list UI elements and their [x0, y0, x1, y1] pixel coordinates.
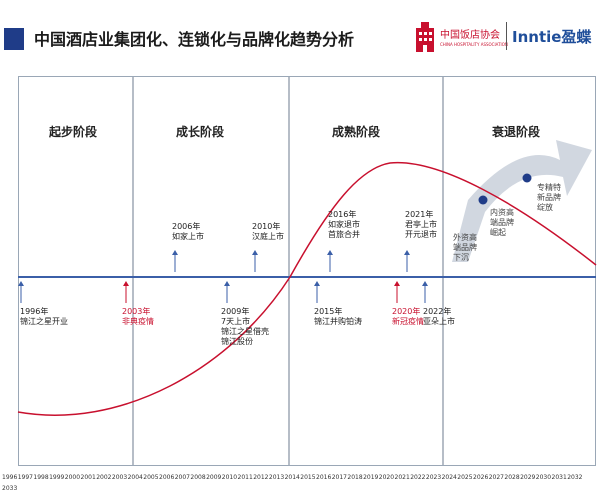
year-tick-label: 2022 [410, 474, 426, 481]
event-2016: 2016年 如家退市 首旅合并 [328, 210, 360, 239]
year-tick-label: 2024 [441, 474, 457, 481]
logo-association-subtitle: CHINA HOSPITALITY ASSOCIATION [440, 42, 508, 47]
year-tick-label: 2000 [64, 474, 81, 481]
stage-label-growth: 成长阶段 [176, 125, 225, 139]
page-title: 中国酒店业集团化、连锁化与品牌化趋势分析 [34, 30, 355, 49]
event-2020: 2020年 新冠疫情 [392, 307, 424, 326]
year-tick-label: 2032 [567, 474, 583, 481]
decline-dot-2 [522, 173, 532, 183]
inntie-logo: Inntie盈蝶 [512, 28, 592, 46]
logo-association-name: 中国饭店协会 [440, 30, 500, 41]
header-accent-bar [4, 28, 24, 50]
decline-label-specialized-brands: 专精特 新品牌 绽放 [537, 183, 561, 212]
year-tick-label: 2021 [394, 474, 410, 481]
year-tick-label: 2030 [535, 474, 552, 481]
year-tick-label: 2004 [127, 474, 143, 481]
year-tick-label: 2023 [425, 474, 442, 481]
year-tick-label: 2013 [268, 474, 285, 481]
year-tick-label: 2005 [143, 474, 159, 481]
year-tick-label: 2016 [316, 474, 332, 481]
year-tick-label: 2027 [488, 474, 504, 481]
year-tick-label: 2033 [2, 485, 18, 492]
stage-label-decline: 衰退阶段 [492, 125, 541, 139]
event-2003: 2003年 非典疫情 [122, 307, 154, 326]
decline-label-foreign-highend: 外资高 端品牌 下沉 [453, 233, 477, 262]
decline-trend-arrow [452, 140, 592, 262]
building-icon [416, 22, 434, 52]
event-2006: 2006年 如家上市 [172, 222, 204, 241]
year-tick-label: 2017 [331, 474, 347, 481]
event-markers [18, 250, 428, 303]
decline-dot-1 [478, 195, 488, 205]
event-2009: 2009年 7天上市 锦江之星借壳 锦江股份 [221, 307, 269, 346]
year-tick-label: 2019 [363, 474, 379, 481]
year-tick-label: 2014 [284, 474, 300, 481]
china-hospitality-association-logo: 中国饭店协会 CHINA HOSPITALITY ASSOCIATION [412, 18, 508, 58]
year-tick-label: 2026 [473, 474, 489, 481]
year-tick-label: 2011 [237, 474, 253, 481]
stage-label-mature: 成熟阶段 [332, 125, 381, 139]
event-2022: 2022年 亚朵上市 [423, 307, 455, 326]
year-tick-label: 2015 [300, 474, 316, 481]
year-tick-label: 2029 [520, 474, 536, 481]
year-tick-label: 2025 [457, 474, 473, 481]
year-tick-label: 1997 [17, 474, 33, 481]
event-2021: 2021年 君亭上市 开元退市 [405, 210, 437, 239]
year-tick-label: 1999 [49, 474, 65, 481]
decline-label-domestic-highend: 内资高 端品牌 崛起 [490, 208, 514, 237]
stage-label-start: 起步阶段 [49, 125, 98, 139]
logo-divider [506, 22, 507, 50]
year-tick-label: 2008 [190, 474, 206, 481]
year-tick-label: 2018 [347, 474, 363, 481]
event-2010: 2010年 汉庭上市 [252, 222, 284, 241]
year-tick-label: 2009 [206, 474, 222, 481]
year-tick-label: 1996 [2, 474, 18, 481]
year-tick-label: 2010 [221, 474, 238, 481]
event-2015: 2015年 锦江并购铂涛 [314, 307, 362, 326]
year-tick-label: 2003 [111, 474, 128, 481]
lifecycle-curve [17, 161, 597, 416]
year-tick-label: 2031 [551, 474, 567, 481]
year-tick-label: 2028 [504, 474, 520, 481]
year-tick-label: 1998 [33, 474, 49, 481]
event-1996: 1996年 锦江之星开业 [20, 307, 68, 326]
year-tick-label: 2020 [378, 474, 395, 481]
year-tick-label: 2007 [174, 474, 190, 481]
year-tick-label: 2001 [80, 474, 96, 481]
diagram-frame [18, 76, 596, 466]
year-tick-label: 2012 [253, 474, 269, 481]
year-tick-label: 2006 [159, 474, 175, 481]
year-tick-label: 2002 [96, 474, 112, 481]
